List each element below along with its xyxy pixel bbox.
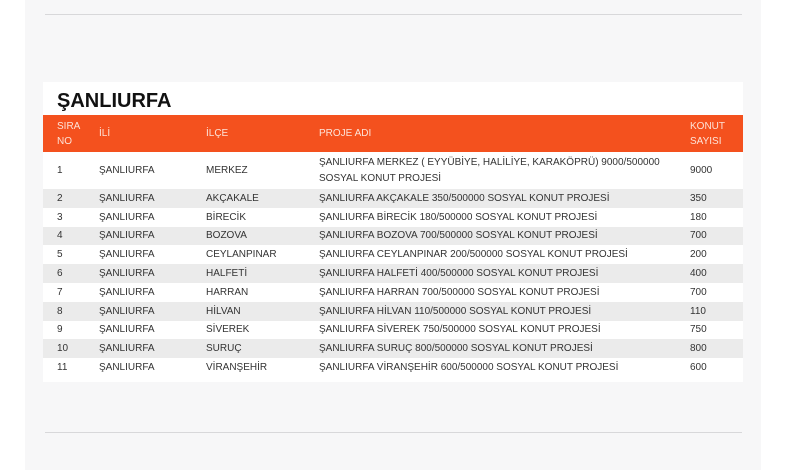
table-row: 10 ŞANLIURFA SURUÇ ŞANLIURFA SURUÇ 800/5000… xyxy=(43,339,743,359)
table-cell: ŞANLIURFA SİVEREK 750/500000 SOSYAL KONU… xyxy=(319,324,601,336)
table-cell: ŞANLIURFA xyxy=(85,226,192,246)
table-image: ŞANLIURFA SIRA NO İLİ İLÇE PROJE ADI KONUT S… xyxy=(43,82,743,382)
divider xyxy=(45,432,742,433)
table-cell: BİRECİK xyxy=(206,211,247,223)
table-cell: 2 xyxy=(43,189,85,208)
divider xyxy=(45,14,742,15)
table-cell: 1 xyxy=(57,165,63,176)
table-cell: ŞANLIURFA BİRECİK 180/500000 SOSYAL KONU… xyxy=(319,211,598,223)
table-cell: ŞANLIURFA HALFETİ 400/500000 SOSYAL KONU… xyxy=(305,264,676,283)
table-cell: VİRANŞEHİR xyxy=(206,362,268,374)
table-cell: 8 xyxy=(43,301,85,321)
table-row: 2 ŞANLIURFA AKÇAKALE ŞANLIURFA AKÇAKALE 350… xyxy=(43,189,743,208)
table-row: 11 ŞANLIURFA VİRANŞEHİR ŞANLIURFA VİRANŞEHİ… xyxy=(43,358,743,377)
table-cell: ŞANLIURFA MERKEZ ( EYYÜBİYE, HALİLİYE, K… xyxy=(319,156,660,184)
table-cell: ŞANLIURFA HARRAN 700/500000 SOSYAL KONUT… xyxy=(319,286,600,298)
table-cell: HİLVAN xyxy=(192,301,305,321)
table-cell: BOZOVA xyxy=(192,226,305,246)
table-cell: ŞANLIURFA BOZOVA 700/500000 SOSYAL KONUT… xyxy=(305,226,676,246)
header-cell: SIRA NO xyxy=(43,115,85,152)
table-cell: SURUÇ xyxy=(192,339,305,359)
table-cell: ŞANLIURFA xyxy=(99,286,155,298)
table-cell: ŞANLIURFA xyxy=(85,264,192,283)
table-cell: CEYLANPINAR xyxy=(206,249,277,261)
header-cell: İLÇE xyxy=(192,115,305,152)
table-cell: 3 xyxy=(57,211,63,223)
table-cell: HALFETİ xyxy=(192,264,305,283)
table-cell: SİVEREK xyxy=(206,324,250,336)
table-cell: 4 xyxy=(43,226,85,246)
table-cell: ŞANLIURFA xyxy=(85,189,192,208)
table-cell: 110 xyxy=(676,301,743,321)
header-cell: KONUT SAYISI xyxy=(676,115,743,152)
header-cell: İLİ xyxy=(85,115,192,152)
table-row: 9 ŞANLIURFA SİVEREK ŞANLIURFA SİVEREK 750/5… xyxy=(43,321,743,340)
table-cell: ŞANLIURFA xyxy=(99,362,155,374)
table-cell: ŞANLIURFA xyxy=(99,249,155,261)
table-row: 1 ŞANLIURFA MERKEZ ŞANLIURFA MERKEZ ( EYYÜB… xyxy=(43,152,743,189)
table-cell: ŞANLIURFA xyxy=(85,301,192,321)
table-cell: 7 xyxy=(57,286,63,298)
table-cell: ŞANLIURFA CEYLANPINAR 200/500000 SOSYAL … xyxy=(319,249,628,261)
table-cell: 9000 xyxy=(690,165,713,176)
table-cell: ŞANLIURFA xyxy=(85,339,192,359)
table-row: 8 ŞANLIURFA HİLVAN ŞANLIURFA HİLVAN 110/500… xyxy=(43,301,743,321)
table-cell: ŞANLIURFA xyxy=(99,324,155,336)
table-cell: ŞANLIURFA SURUÇ 800/500000 SOSYAL KONUT … xyxy=(305,339,676,359)
table-cell: 5 xyxy=(57,249,63,261)
table-cell: 700 xyxy=(690,286,707,298)
table-cell: 350 xyxy=(676,189,743,208)
table-row: 5 ŞANLIURFA CEYLANPINAR ŞANLIURFA CEYLANPIN… xyxy=(43,245,743,264)
table-row: 3 ŞANLIURFA BİRECİK ŞANLIURFA BİRECİK 180/5… xyxy=(43,208,743,227)
table-cell: 800 xyxy=(676,339,743,359)
table-cell: 9 xyxy=(57,324,63,336)
table-cell: ŞANLIURFA VİRANŞEHİR 600/500000 SOSYAL K… xyxy=(319,362,619,374)
table-cell: 600 xyxy=(690,362,707,374)
table-cell: ŞANLIURFA AKÇAKALE 350/500000 SOSYAL KON… xyxy=(305,189,676,208)
table-cell: 10 xyxy=(43,339,85,359)
table-cell: 700 xyxy=(676,226,743,246)
table-cell: ŞANLIURFA xyxy=(99,165,155,176)
table-cell: 11 xyxy=(57,362,68,374)
header-row: SIRA NO İLİ İLÇE PROJE ADI KONUT SAYISI xyxy=(43,115,743,152)
table-cell: 200 xyxy=(690,249,707,261)
table-row: 6 ŞANLIURFA HALFETİ ŞANLIURFA HALFETİ 400/5… xyxy=(43,264,743,283)
table-cell: 750 xyxy=(690,324,707,336)
table-cell: 6 xyxy=(43,264,85,283)
header-cell: PROJE ADI xyxy=(305,115,676,152)
title: ŞANLIURFA xyxy=(57,90,172,112)
table-row: 7 ŞANLIURFA HARRAN ŞANLIURFA HARRAN 700/500… xyxy=(43,283,743,302)
table-cell: ŞANLIURFA HİLVAN 110/500000 SOSYAL KONUT… xyxy=(305,301,676,321)
table-cell: 400 xyxy=(676,264,743,283)
table: SIRA NO İLİ İLÇE PROJE ADI KONUT SAYISI 1 ŞAN… xyxy=(43,115,743,377)
table-cell: HARRAN xyxy=(206,286,249,298)
table-cell: 180 xyxy=(690,211,707,223)
table-cell: AKÇAKALE xyxy=(192,189,305,208)
table-cell: ŞANLIURFA xyxy=(99,211,155,223)
table-cell: MERKEZ xyxy=(206,165,248,176)
table-row: 4 ŞANLIURFA BOZOVA ŞANLIURFA BOZOVA 700/500… xyxy=(43,226,743,246)
